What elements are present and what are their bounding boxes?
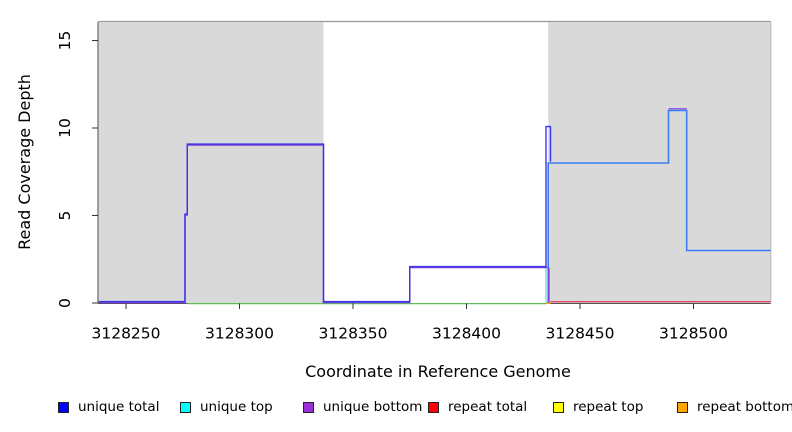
y-tick-label: 15 xyxy=(56,31,74,51)
x-tick-label: 3128450 xyxy=(545,325,614,343)
series-unique-total xyxy=(98,125,552,303)
legend-swatch-icon xyxy=(180,401,191,413)
legend-item-unique-total: unique total xyxy=(58,396,159,418)
legend-item-repeat-top: repeat top xyxy=(553,396,643,418)
y-axis-ticks: 0 5 10 15 xyxy=(56,31,98,308)
repeat-region-shading xyxy=(98,22,771,303)
y-tick-label: 10 xyxy=(56,118,74,138)
x-tick-label: 3128250 xyxy=(91,325,160,343)
y-tick-label: 0 xyxy=(56,298,74,308)
legend-label: unique top xyxy=(200,399,273,415)
legend-item-unique-bottom: unique bottom xyxy=(303,396,422,418)
x-tick-label: 3128350 xyxy=(318,325,387,343)
legend-label: repeat total xyxy=(448,399,528,415)
x-tick-label: 3128300 xyxy=(205,325,274,343)
legend-swatch-icon xyxy=(553,401,564,413)
legend-label: repeat bottom xyxy=(697,399,792,415)
legend: unique total unique top unique bottom repea… xyxy=(0,396,792,424)
legend-label: unique bottom xyxy=(323,399,423,415)
x-tick-label: 3128500 xyxy=(659,325,728,343)
legend-label: unique total xyxy=(78,399,160,415)
legend-swatch-icon xyxy=(677,401,688,413)
legend-swatch-icon xyxy=(58,401,69,413)
y-axis-label: Read Coverage Depth xyxy=(15,74,34,250)
repeat-region-band xyxy=(98,22,324,303)
x-axis-ticks: 3128250 3128300 3128350 3128400 3128450 31285… xyxy=(91,303,728,343)
x-axis-label: Coordinate in Reference Genome xyxy=(305,362,571,381)
legend-swatch-icon xyxy=(428,401,439,413)
legend-swatch-icon xyxy=(303,401,314,413)
legend-item-repeat-total: repeat total xyxy=(428,396,527,418)
legend-item-unique-top: unique top xyxy=(180,396,273,418)
legend-item-repeat-bottom: repeat bottom xyxy=(677,396,792,418)
coverage-step-lines xyxy=(98,108,771,305)
x-tick-label: 3128400 xyxy=(432,325,501,343)
series-unique-total-right-region xyxy=(547,109,771,268)
legend-label: repeat top xyxy=(573,399,644,415)
y-tick-label: 5 xyxy=(56,211,74,221)
